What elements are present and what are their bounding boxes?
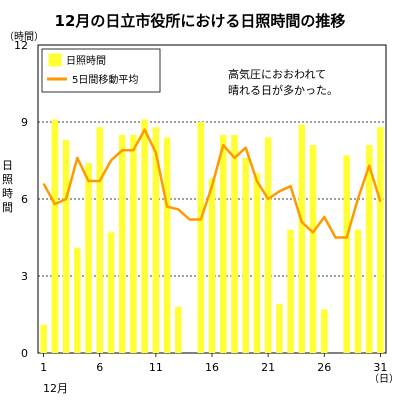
sunshine-bar bbox=[298, 124, 306, 353]
x-tick-label: 11 bbox=[149, 361, 163, 374]
annotation-line-1: 高気圧におおわれて bbox=[228, 67, 326, 81]
sunshine-bar bbox=[107, 232, 115, 353]
sunshine-bar bbox=[118, 134, 126, 353]
sunshine-bar bbox=[40, 324, 47, 353]
moving-average-line bbox=[42, 128, 382, 239]
y-axis-ticks: 0 3 6 9 12 bbox=[14, 39, 28, 360]
sunshine-bar bbox=[242, 157, 249, 353]
x-tick-label: 26 bbox=[317, 361, 331, 374]
sunshine-bar bbox=[354, 229, 362, 353]
sunshine-bar bbox=[219, 134, 227, 353]
y-tick-label: 3 bbox=[21, 270, 28, 283]
sunshine-bar bbox=[309, 145, 317, 353]
x-tick-label: 16 bbox=[205, 361, 219, 374]
x-tick-label: 21 bbox=[261, 361, 275, 374]
sunshine-bar bbox=[85, 163, 92, 353]
sunshine-bar bbox=[130, 134, 137, 353]
sunshine-bar bbox=[163, 137, 171, 353]
sunshine-bar bbox=[264, 137, 272, 353]
chart-title: 12月の日立市役所における日照時間の推移 bbox=[55, 12, 346, 30]
y-tick-label: 12 bbox=[14, 39, 28, 52]
sunshine-bar bbox=[365, 145, 373, 353]
sunshine-bar bbox=[343, 155, 350, 353]
sunshine-bar bbox=[141, 119, 148, 353]
sunshine-bar bbox=[276, 304, 283, 353]
x-axis-ticks: 1 6 11 16 21 26 31 bbox=[40, 353, 387, 374]
sunshine-bar bbox=[321, 309, 328, 353]
x-tick-label: 1 bbox=[40, 361, 47, 374]
y-tick-label: 0 bbox=[21, 347, 28, 360]
annotation-line-2: 晴れる日が多かった。 bbox=[228, 83, 338, 97]
sunshine-bar bbox=[208, 178, 216, 353]
sunshine-bar bbox=[62, 139, 70, 353]
sunshine-bar bbox=[197, 122, 205, 353]
sunshine-bar bbox=[152, 127, 160, 353]
sunshine-bar bbox=[253, 173, 261, 353]
y-axis-label: 日照時間 bbox=[2, 159, 13, 214]
y-axis-unit: （時間） bbox=[4, 31, 44, 43]
x-axis-month-label: 12月 bbox=[43, 382, 68, 395]
x-axis-unit: （日） bbox=[369, 373, 399, 385]
sunshine-bar bbox=[377, 127, 384, 353]
legend: 日照時間 5日間移動平均 bbox=[41, 48, 161, 93]
legend-label-line: 5日間移動平均 bbox=[72, 73, 138, 86]
moving-average-series bbox=[42, 128, 382, 239]
sunshine-bar bbox=[231, 134, 238, 353]
legend-swatch-bar bbox=[48, 53, 62, 67]
sunshine-bar bbox=[74, 247, 81, 353]
x-tick-label: 31 bbox=[373, 361, 387, 374]
x-tick-label: 6 bbox=[96, 361, 103, 374]
legend-box bbox=[41, 48, 161, 93]
sunshine-bar bbox=[51, 119, 59, 353]
y-tick-label: 6 bbox=[21, 193, 28, 206]
sunshine-bar bbox=[287, 229, 294, 353]
y-tick-label: 9 bbox=[21, 116, 28, 129]
legend-label-bar: 日照時間 bbox=[66, 55, 106, 67]
sunshine-bar bbox=[175, 306, 182, 353]
sunshine-bar bbox=[96, 127, 103, 353]
sunshine-bars bbox=[40, 119, 384, 353]
